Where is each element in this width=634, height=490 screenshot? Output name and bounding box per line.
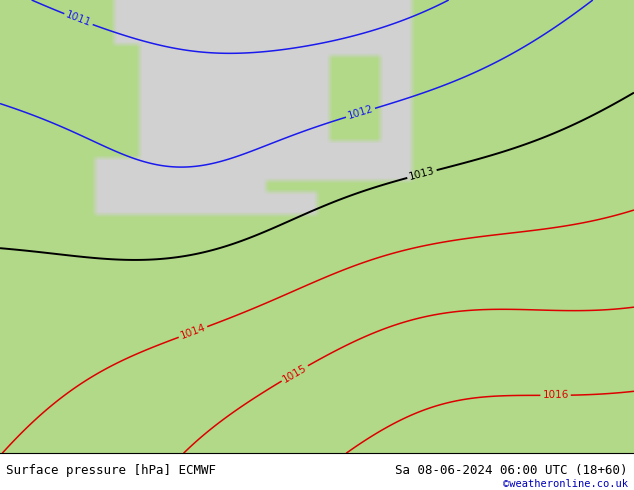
Text: 1011: 1011: [65, 10, 93, 28]
Text: 1014: 1014: [179, 323, 207, 341]
Text: Surface pressure [hPa] ECMWF: Surface pressure [hPa] ECMWF: [6, 465, 216, 477]
Text: 1013: 1013: [408, 166, 436, 182]
Text: ©weatheronline.co.uk: ©weatheronline.co.uk: [503, 479, 628, 489]
Text: 1016: 1016: [542, 390, 569, 400]
Text: Sa 08-06-2024 06:00 UTC (18+60): Sa 08-06-2024 06:00 UTC (18+60): [395, 465, 628, 477]
Text: 1012: 1012: [346, 104, 375, 122]
Text: 1015: 1015: [281, 363, 309, 384]
